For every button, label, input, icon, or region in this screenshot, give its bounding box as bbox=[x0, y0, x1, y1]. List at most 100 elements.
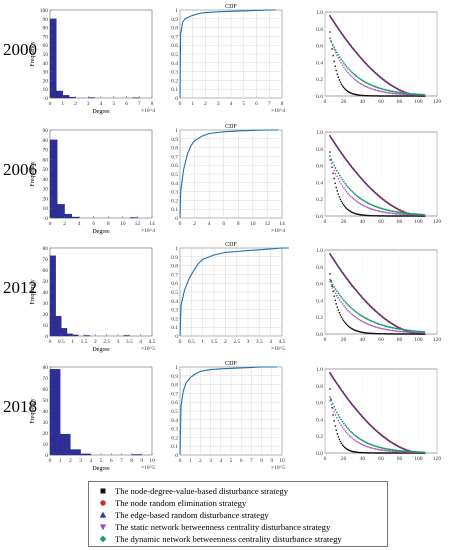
series-degree-point bbox=[351, 450, 353, 452]
series-dynamic-point bbox=[383, 447, 386, 450]
series-random-point bbox=[360, 414, 363, 416]
series-dynamic-point bbox=[403, 212, 406, 215]
series-static-point bbox=[359, 83, 362, 85]
series-degree-point bbox=[356, 330, 358, 332]
robust-ytick-label: 0.8 bbox=[316, 384, 323, 390]
series-dynamic-point bbox=[405, 212, 408, 215]
cdf-xtick-label: 4 bbox=[219, 458, 222, 464]
series-degree-point bbox=[409, 333, 411, 335]
series-degree-point bbox=[404, 215, 406, 217]
series-degree-point bbox=[388, 452, 390, 454]
series-random-point bbox=[386, 201, 389, 204]
cdf-ytick-label: 0.6 bbox=[171, 400, 178, 406]
series-dynamic-point bbox=[376, 322, 379, 325]
hist-xtick-label: 2.5 bbox=[103, 339, 110, 345]
hist-xtick-label: 0.5 bbox=[58, 339, 65, 345]
series-random-point bbox=[339, 150, 342, 153]
cdf-ytick-label: 0.9 bbox=[171, 17, 178, 23]
hist-ytick-label: 50 bbox=[43, 167, 49, 173]
series-dynamic-point bbox=[410, 329, 413, 332]
hist-bar bbox=[49, 255, 56, 337]
series-static-point bbox=[410, 331, 413, 334]
series-degree-point bbox=[361, 214, 363, 216]
series-dynamic-point bbox=[363, 316, 366, 319]
series-degree-point bbox=[385, 333, 387, 335]
series-degree-point bbox=[375, 332, 377, 335]
series-static-point bbox=[349, 195, 352, 198]
cdf-ytick-label: 1 bbox=[175, 365, 178, 371]
series-static-point bbox=[330, 163, 333, 165]
series-degree-point bbox=[336, 73, 338, 75]
series-dynamic-point bbox=[365, 441, 368, 444]
series-static-point bbox=[396, 93, 399, 96]
hist-bar bbox=[71, 216, 80, 219]
series-dynamic-point bbox=[417, 93, 420, 96]
hist-ytick-label: 60 bbox=[43, 387, 49, 393]
series-degree-point bbox=[402, 215, 404, 217]
series-static-point bbox=[351, 197, 354, 199]
series-random-point bbox=[342, 391, 344, 393]
series-random-point bbox=[373, 308, 376, 311]
series-degree-point bbox=[378, 95, 380, 97]
series-random-point bbox=[344, 394, 347, 397]
series-dynamic-point bbox=[407, 329, 411, 332]
cdf-ytick-label: 0.9 bbox=[171, 137, 178, 143]
series-degree-point bbox=[361, 452, 363, 454]
series-static-point bbox=[349, 312, 352, 315]
series-static-point bbox=[366, 323, 369, 326]
series-dynamic-point bbox=[330, 399, 333, 402]
series-static-point bbox=[359, 319, 362, 322]
series-degree-point bbox=[381, 95, 383, 97]
series-dynamic-point bbox=[373, 321, 376, 324]
series-static-point bbox=[387, 329, 390, 332]
series-degree-point bbox=[377, 452, 379, 454]
series-dynamic-point bbox=[394, 449, 397, 452]
series-degree-point bbox=[329, 388, 331, 390]
series-dynamic-point bbox=[392, 210, 395, 213]
series-degree-point bbox=[358, 451, 360, 454]
series-dynamic-point bbox=[337, 172, 340, 175]
robust-ytick-label: 0.6 bbox=[316, 164, 323, 170]
series-dynamic-point bbox=[355, 311, 358, 314]
series-degree-point bbox=[359, 94, 361, 96]
series-random-point bbox=[347, 41, 350, 43]
series-dynamic-point bbox=[401, 328, 404, 331]
series-degree-point bbox=[332, 172, 334, 174]
series-degree-point bbox=[396, 215, 399, 217]
cdf-ytick-label: 0.8 bbox=[171, 26, 178, 32]
series-random-point bbox=[375, 429, 378, 432]
series-static-point bbox=[420, 332, 423, 335]
robust-ytick-label: 0.8 bbox=[316, 147, 323, 153]
series-static-point bbox=[352, 438, 355, 441]
series-static-point bbox=[367, 87, 370, 89]
series-dynamic-point bbox=[349, 70, 352, 73]
series-degree-point bbox=[399, 333, 401, 335]
series-static-point bbox=[370, 88, 373, 90]
series-degree-point bbox=[411, 95, 413, 97]
series-degree-point bbox=[370, 332, 373, 335]
series-degree-point bbox=[413, 215, 415, 217]
cdf-xtick-label: 5 bbox=[230, 458, 233, 464]
series-degree-point bbox=[350, 210, 352, 213]
series-static-point bbox=[365, 322, 368, 325]
series-dynamic-point bbox=[405, 450, 408, 453]
series-degree-point bbox=[394, 333, 397, 335]
series-dynamic-point bbox=[420, 451, 423, 454]
robust-xtick-label: 20 bbox=[341, 456, 347, 462]
series-dynamic-point bbox=[330, 158, 333, 161]
series-static-point bbox=[359, 443, 362, 445]
series-static-point bbox=[403, 331, 406, 334]
series-random-point bbox=[394, 206, 396, 209]
cdf-ytick-label: 0.4 bbox=[171, 61, 178, 67]
series-dynamic-point bbox=[403, 450, 406, 453]
series-dynamic-point bbox=[414, 93, 418, 96]
series-random-point bbox=[352, 285, 355, 288]
series-static-point bbox=[409, 331, 412, 334]
series-static-point bbox=[358, 442, 361, 445]
robust-xtick-label: 80 bbox=[397, 456, 403, 462]
series-static-point bbox=[412, 94, 415, 97]
series-static-point bbox=[369, 324, 372, 327]
series-degree-point bbox=[399, 215, 401, 217]
robust-xtick-label: 100 bbox=[414, 219, 423, 225]
series-static-point bbox=[415, 332, 417, 334]
